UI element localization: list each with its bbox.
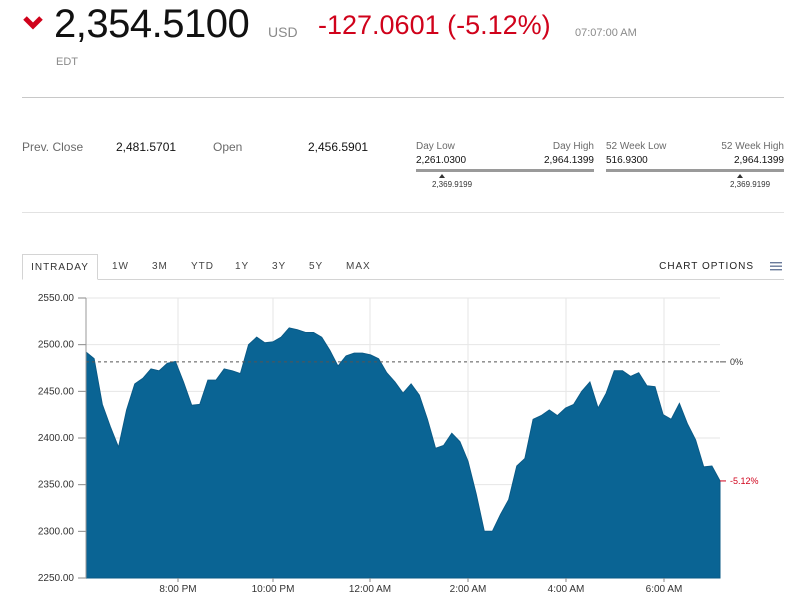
last-percent-label: -5.12%	[730, 476, 759, 486]
tabs-divider	[22, 279, 784, 280]
prev-close-label: Prev. Close	[22, 140, 84, 154]
currency-label: USD	[268, 24, 298, 40]
wk52-range-marker-value: 2,369.9199	[730, 180, 771, 189]
y-tick-label: 2400.00	[38, 433, 75, 444]
tab-max[interactable]: MAX	[346, 261, 371, 272]
wk52-range-bar	[606, 169, 784, 172]
day-range-marker-icon	[439, 174, 445, 178]
tab-ytd[interactable]: YTD	[191, 261, 214, 272]
y-tick-label: 2350.00	[38, 480, 75, 491]
x-tick-label: 2:00 AM	[450, 584, 487, 595]
x-tick-label: 8:00 PM	[159, 584, 196, 595]
day-range-marker-value: 2,369.9199	[432, 180, 473, 189]
y-tick-label: 2450.00	[38, 386, 75, 397]
y-tick-label: 2250.00	[38, 573, 75, 584]
price-area-series	[85, 327, 721, 579]
open-value: 2,456.5901	[308, 140, 369, 154]
tab-3m[interactable]: 3M	[152, 261, 168, 272]
stats-divider	[22, 212, 784, 213]
tab-intraday[interactable]: INTRADAY	[22, 254, 98, 280]
tab-5y[interactable]: 5Y	[309, 261, 324, 272]
quote-time: 07:07:00 AM	[575, 27, 637, 39]
x-tick-label: 4:00 AM	[548, 584, 585, 595]
wk52-range-marker-icon	[737, 174, 743, 178]
current-price: 2,354.5100	[54, 2, 250, 46]
menu-icon[interactable]	[770, 261, 782, 271]
header-divider	[22, 97, 784, 98]
tab-3y[interactable]: 3Y	[272, 261, 287, 272]
reference-percent-label: 0%	[730, 357, 743, 367]
day-range-bar	[416, 169, 594, 172]
y-tick-label: 2300.00	[38, 526, 75, 537]
day-low-value: 2,261.0300	[416, 155, 467, 166]
y-tick-label: 2500.00	[38, 340, 75, 351]
y-tick-label: 2550.00	[38, 293, 75, 304]
intraday-chart: 2550.00 2500.00 2450.00 2400.00 2350.00 2300.…	[38, 293, 759, 595]
day-low-label: Day Low	[416, 141, 455, 152]
tab-1w[interactable]: 1W	[112, 261, 129, 272]
timezone-label: EDT	[56, 56, 78, 68]
tab-1y[interactable]: 1Y	[235, 261, 250, 272]
x-tick-label: 12:00 AM	[349, 584, 391, 595]
wk52-high-label: 52 Week High	[721, 141, 784, 152]
x-tick-label: 10:00 PM	[252, 584, 295, 595]
x-tick-label: 6:00 AM	[646, 584, 683, 595]
day-high-label: Day High	[552, 141, 594, 152]
wk52-high-value: 2,964.1399	[733, 155, 784, 166]
chart-options-button[interactable]: CHART OPTIONS	[659, 261, 754, 272]
price-change: -127.0601 (-5.12%)	[318, 10, 551, 40]
prev-close-value: 2,481.5701	[116, 140, 177, 154]
wk52-low-label: 52 Week Low	[606, 141, 667, 152]
chevron-down-icon	[23, 16, 43, 30]
open-label: Open	[213, 140, 243, 154]
wk52-low-value: 516.9300	[606, 155, 648, 166]
day-high-value: 2,964.1399	[543, 155, 594, 166]
